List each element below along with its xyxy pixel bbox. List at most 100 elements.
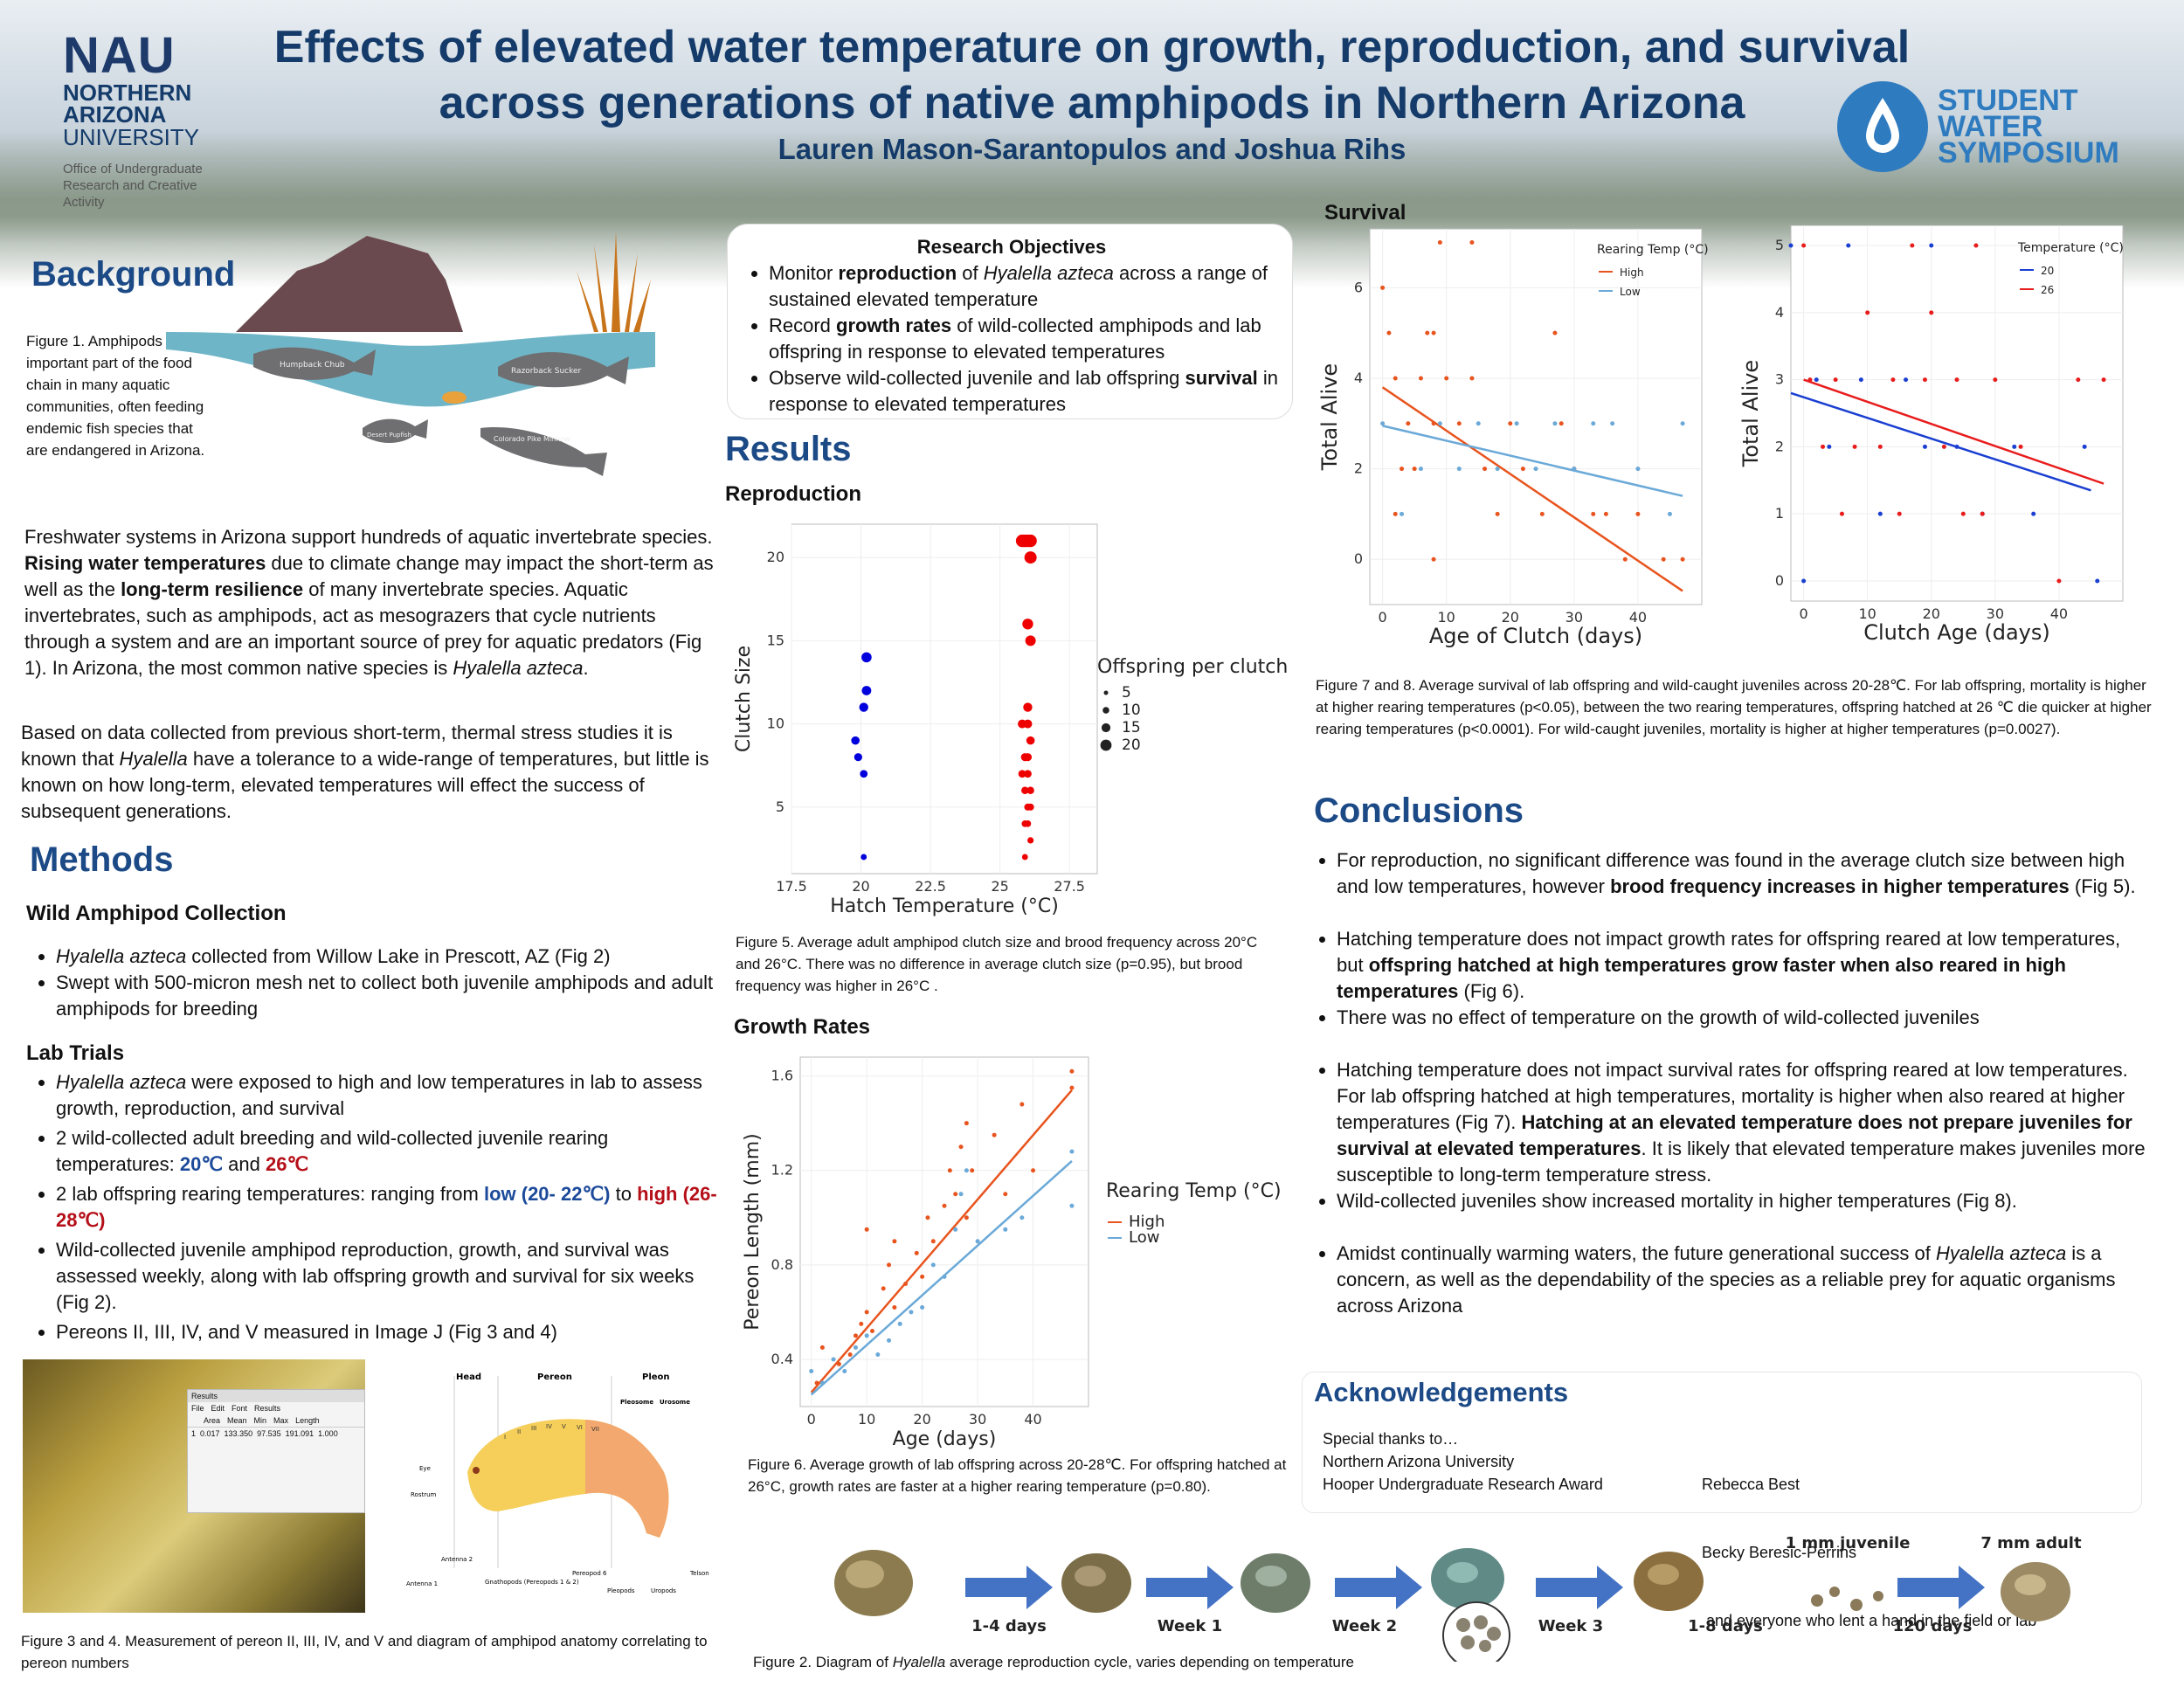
- text-run: Figure 2. Diagram of: [753, 1654, 893, 1670]
- fig6-growth-chart: 0 10 20 30 40 0.4 0.8 1.2 1.6 Age (days) Pereon Le…: [742, 1056, 1282, 1450]
- col-header: Length: [295, 1416, 320, 1425]
- y-tick-label: 0.4: [771, 1351, 793, 1367]
- legend-key: [1102, 707, 1109, 714]
- data-point: [1400, 467, 1405, 472]
- poster-title: Effects of elevated water temperature on…: [245, 19, 1939, 131]
- text-run: survival: [1185, 367, 1258, 389]
- data-point: [1993, 377, 1998, 383]
- data-point: [1437, 240, 1442, 245]
- x-tick-label: 20: [1502, 609, 1519, 626]
- x-axis-label: Age (days): [893, 1428, 997, 1450]
- data-point: [953, 1192, 958, 1197]
- part-label: Rostrum: [411, 1491, 437, 1498]
- data-point: [2031, 511, 2036, 516]
- methods-subheading-lab: Lab Trials: [26, 1041, 125, 1065]
- data-point: [1437, 421, 1442, 426]
- text-run: .: [583, 657, 589, 679]
- data-point: [1904, 377, 1909, 383]
- data-point: [1406, 421, 1411, 426]
- data-point: [1559, 421, 1564, 426]
- data-point: [1027, 837, 1034, 844]
- methods-heading: Methods: [30, 840, 174, 879]
- data-point: [942, 1274, 947, 1279]
- y-tick-label: 4: [1775, 304, 1784, 321]
- text-run: Rising water temperatures: [24, 552, 266, 574]
- list-item: Amidst continually warming waters, the f…: [1337, 1241, 2147, 1319]
- data-point: [1877, 511, 1883, 516]
- data-point: [1846, 243, 1851, 248]
- segment-label: II: [517, 1428, 521, 1435]
- trend-line: [810, 1159, 1073, 1396]
- y-tick-label: 5: [776, 799, 784, 815]
- data-point: [1858, 377, 1863, 383]
- list-item: Pereons II, III, IV, and V measured in I…: [56, 1319, 725, 1345]
- plot-area: [791, 523, 1098, 875]
- data-point: [1514, 421, 1519, 426]
- data-point: [1667, 511, 1672, 516]
- data-point: [1827, 444, 1832, 449]
- legend-label: Low: [1620, 286, 1641, 298]
- menu-item: File: [191, 1404, 204, 1413]
- data-point: [1680, 557, 1685, 562]
- x-tick-label: 10: [1438, 609, 1455, 626]
- data-point: [909, 1310, 914, 1315]
- data-point: [1018, 770, 1026, 778]
- data-point: [1635, 511, 1641, 516]
- data-point: [1661, 557, 1666, 562]
- text-run: Hatching temperature does not impact sur…: [1337, 1059, 2128, 1133]
- data-point: [1393, 376, 1398, 381]
- data-point: [1069, 1149, 1075, 1154]
- data-point: [1023, 719, 1033, 729]
- data-point: [819, 1380, 825, 1386]
- data-point: [1003, 1192, 1008, 1197]
- data-point: [2012, 444, 2017, 449]
- x-tick-label: 30: [1987, 605, 2004, 622]
- sws-line1: STUDENT: [1938, 84, 2078, 117]
- section-label: Pleosome: [620, 1399, 653, 1406]
- cycle-label: 1-8 days: [1688, 1617, 1763, 1635]
- data-point: [1469, 376, 1475, 381]
- data-point: [1591, 511, 1596, 516]
- fig8-survival-wild-chart: 0 10 20 30 40 0 1 2 3 4 5 Clutch Age (days) Total Al…: [1738, 225, 2124, 645]
- data-point: [892, 1239, 897, 1244]
- authors: Lauren Mason-Sarantopulos and Joshua Rih…: [778, 133, 1406, 165]
- data-point: [875, 1352, 881, 1358]
- data-point: [853, 1345, 858, 1350]
- data-point: [2082, 444, 2087, 449]
- cycle-label: 1-4 days: [971, 1617, 1047, 1635]
- text-run: growth rates: [836, 315, 952, 336]
- data-point: [1456, 467, 1462, 472]
- x-tick-label: 22.5: [915, 878, 946, 895]
- data-point: [1024, 551, 1037, 564]
- trend-line: [1381, 386, 1683, 592]
- data-point: [920, 1274, 925, 1279]
- text-run: of: [957, 262, 984, 284]
- fig2-caption: Figure 2. Diagram of Hyalella average re…: [753, 1654, 1354, 1671]
- list-item: Hyalella azteca collected from Willow La…: [56, 944, 725, 970]
- data-point: [1610, 421, 1615, 426]
- text-run: offspring hatched at high temperatures g…: [1337, 954, 2066, 1002]
- trend-line: [1382, 425, 1683, 497]
- data-point: [859, 1321, 864, 1326]
- data-point: [1021, 786, 1029, 794]
- text-run: Hyalella azteca: [1936, 1242, 2067, 1264]
- y-tick-label: 20: [767, 549, 784, 565]
- reproduction-cycle-diagram: 1-4 days Week 1 Week 2 Week 3 1 mm juven…: [834, 1534, 2082, 1662]
- fish-pike-minnow: [480, 427, 607, 476]
- data-point: [1444, 376, 1449, 381]
- reproduction-heading: Reproduction: [725, 482, 861, 506]
- data-point: [860, 854, 867, 861]
- data-point: [831, 1357, 836, 1362]
- data-point: [903, 1281, 909, 1286]
- data-point: [1807, 377, 1813, 383]
- ack-line: Rebecca Best: [1702, 1476, 1800, 1493]
- x-tick-label: 20: [1923, 605, 1940, 622]
- col-header: Mean: [227, 1416, 247, 1425]
- legend-title: Rearing Temp (°C): [1106, 1180, 1282, 1202]
- part-label: Uropods: [651, 1587, 676, 1594]
- data-point: [1552, 330, 1558, 335]
- data-point: [947, 1168, 952, 1173]
- nau-line2: ARIZONA: [63, 101, 167, 128]
- data-point: [851, 736, 860, 745]
- x-tick-label: 40: [1629, 609, 1647, 626]
